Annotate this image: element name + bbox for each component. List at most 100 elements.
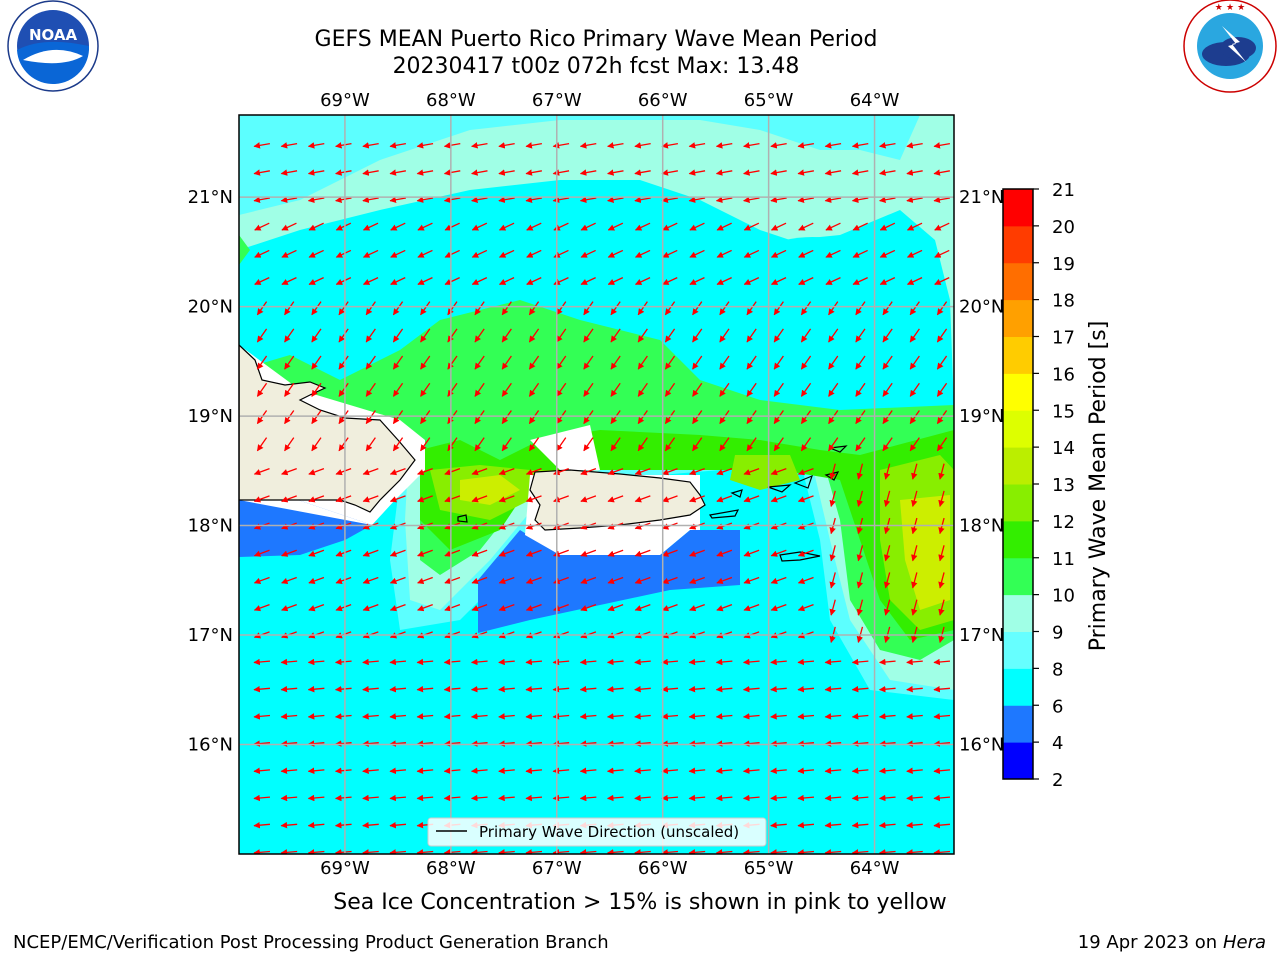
colorbar-tick-label: 17 xyxy=(1052,328,1075,349)
wave-arrow xyxy=(334,767,352,775)
wave-arrow xyxy=(878,658,896,666)
wave-arrow xyxy=(525,767,543,775)
wave-arrow xyxy=(879,222,896,231)
wave-arrow xyxy=(444,495,461,503)
wave-arrow xyxy=(443,713,461,720)
wave-arrow xyxy=(855,437,866,452)
wave-arrow xyxy=(719,382,730,397)
wave-arrow xyxy=(824,849,842,854)
wave-arrow xyxy=(525,658,543,666)
wave-arrow xyxy=(797,658,815,666)
wave-arrow xyxy=(498,794,515,802)
wave-arrow xyxy=(606,713,624,720)
wave-arrow xyxy=(443,142,461,149)
wave-arrow xyxy=(311,301,322,316)
wave-arrow xyxy=(634,222,651,231)
wave-arrow xyxy=(933,849,951,854)
wave-arrow xyxy=(416,196,434,203)
wave-arrow xyxy=(417,468,433,476)
wave-arrow xyxy=(470,849,488,854)
wave-arrow xyxy=(688,196,706,203)
wave-arrow xyxy=(447,328,458,343)
credit-left: NCEP/EMC/Verification Post Processing Pr… xyxy=(13,932,609,953)
colorbar-tick-label: 2 xyxy=(1052,770,1063,791)
lon-tick-label: 65°W xyxy=(744,858,794,879)
wave-arrow xyxy=(770,142,787,149)
wave-arrow xyxy=(392,301,404,316)
wave-arrow xyxy=(580,576,597,584)
noaa-logo-icon: NOAA xyxy=(7,0,99,92)
wave-arrow xyxy=(389,849,407,854)
wave-arrow xyxy=(909,328,920,343)
wave-arrow xyxy=(692,410,703,425)
colorbar-segment xyxy=(1003,410,1033,448)
wave-arrow xyxy=(606,849,624,854)
wave-arrow xyxy=(308,222,324,231)
wave-arrow xyxy=(661,169,678,176)
wave-arrow xyxy=(281,495,297,503)
wave-arrow xyxy=(909,355,920,370)
wave-arrow xyxy=(824,685,842,693)
wave-arrow xyxy=(528,382,540,397)
wave-arrow xyxy=(390,222,406,231)
wave-arrow xyxy=(253,196,270,203)
colorbar-tick-label: 16 xyxy=(1052,364,1075,385)
wave-arrow xyxy=(716,468,733,476)
wave-arrow xyxy=(444,277,460,285)
wave-arrow xyxy=(444,576,461,584)
wave-arrow xyxy=(583,328,594,343)
land-st-thomas xyxy=(767,484,792,493)
wave-arrow xyxy=(444,549,461,557)
wave-arrow xyxy=(362,821,379,829)
wave-arrow xyxy=(770,222,787,231)
wave-arrow xyxy=(579,685,597,693)
wave-arrow xyxy=(556,437,567,452)
wave-arrow xyxy=(610,437,621,452)
wave-arrow xyxy=(525,794,543,802)
wave-arrow xyxy=(716,576,733,584)
wave-arrow xyxy=(416,142,434,149)
wave-arrow xyxy=(474,437,485,452)
colorbar-tick-label: 4 xyxy=(1052,733,1063,754)
wave-arrow xyxy=(526,249,542,258)
wave-arrow xyxy=(797,685,815,693)
wave-arrow xyxy=(851,849,869,854)
wave-arrow xyxy=(335,495,352,503)
colorbar-segment xyxy=(1003,299,1033,337)
wave-arrow xyxy=(688,767,706,775)
wave-arrow xyxy=(607,222,624,231)
wave-arrow xyxy=(770,468,787,476)
wave-arrow xyxy=(743,468,760,476)
wave-arrow xyxy=(471,222,488,231)
colorbar-tick-label: 10 xyxy=(1052,586,1075,607)
period-band-11-12 xyxy=(420,430,954,640)
wave-arrow xyxy=(743,222,760,231)
wave-arrow xyxy=(556,382,567,397)
wave-arrow xyxy=(829,545,836,562)
wave-arrow xyxy=(307,685,325,693)
lon-tick-label: 69°W xyxy=(320,858,370,879)
wave-arrow xyxy=(335,604,352,612)
wave-arrow xyxy=(936,382,948,397)
wave-arrow xyxy=(715,713,733,720)
wave-arrow xyxy=(416,658,434,666)
wave-arrow xyxy=(634,249,651,258)
lat-tick-label: 19°N xyxy=(188,406,233,427)
wave-arrow xyxy=(634,849,651,854)
map-gridlines xyxy=(239,115,954,854)
wave-arrow xyxy=(933,821,951,829)
wave-arrow xyxy=(443,169,461,176)
wave-arrow xyxy=(498,468,515,476)
wave-arrow xyxy=(800,328,812,343)
wave-arrow xyxy=(417,249,433,258)
wave-arrow xyxy=(746,301,757,316)
wave-arrow xyxy=(770,685,787,693)
wave-arrow xyxy=(883,599,891,616)
wave-arrow xyxy=(689,468,705,476)
wave-arrow xyxy=(798,222,814,231)
wave-arrow xyxy=(661,849,679,854)
wave-arrow xyxy=(606,794,624,802)
wave-arrow xyxy=(498,767,515,775)
period-band-10-11 xyxy=(239,300,954,660)
wave-arrow xyxy=(692,382,703,397)
